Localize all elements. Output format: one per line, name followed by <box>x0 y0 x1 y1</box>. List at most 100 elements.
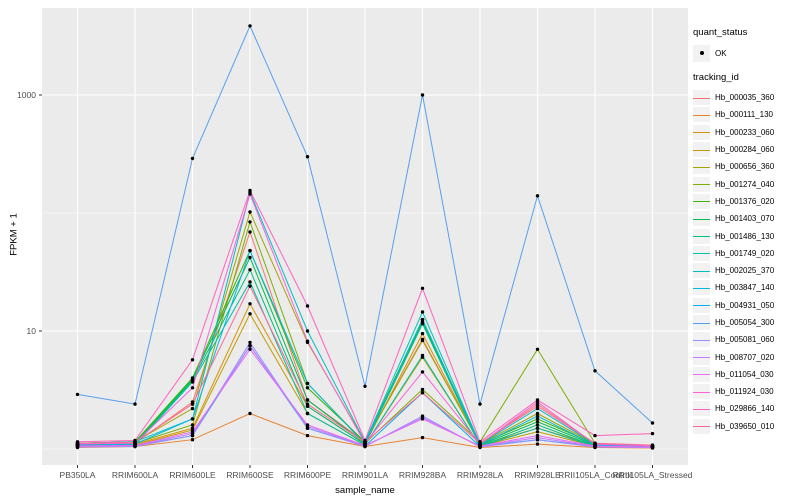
data-point <box>650 431 655 436</box>
line-swatch-icon <box>693 270 710 272</box>
legend-item-Hb_011054_030: Hb_011054_030 <box>693 366 799 383</box>
line-swatch-icon <box>693 253 710 255</box>
legend-key-box <box>693 90 710 106</box>
legend-key-box <box>693 44 710 62</box>
legend-key-box <box>693 349 710 365</box>
x-tick-label: RRIM600LA <box>112 470 159 480</box>
data-point <box>535 411 540 416</box>
legend-key-box <box>693 245 710 261</box>
legend-key-box <box>693 297 710 313</box>
data-point <box>305 381 310 386</box>
data-point <box>535 423 540 427</box>
line-swatch-icon <box>693 339 710 341</box>
data-point <box>248 230 252 234</box>
data-point <box>305 329 310 333</box>
data-point <box>248 340 252 345</box>
data-point <box>363 384 367 388</box>
data-point <box>593 433 597 438</box>
legend-key-box <box>693 366 710 382</box>
legend-item-Hb_039650_010: Hb_039650_010 <box>693 418 799 435</box>
data-point <box>248 188 252 193</box>
data-point <box>248 347 252 351</box>
data-point <box>478 441 482 445</box>
legend-item-Hb_000111_130: Hb_000111_130 <box>693 106 799 123</box>
data-point <box>248 24 252 28</box>
data-point <box>420 417 425 421</box>
data-point <box>420 387 425 392</box>
data-point <box>190 402 195 406</box>
data-point <box>190 438 195 442</box>
line-swatch-icon <box>693 236 710 238</box>
line-swatch-icon <box>693 114 710 116</box>
data-point <box>305 386 310 390</box>
legend-key-box <box>693 159 710 175</box>
legend: quant_status OK tracking_id Hb_000035_36… <box>693 27 799 435</box>
line-swatch-icon <box>693 132 710 134</box>
data-point <box>535 347 540 351</box>
data-point <box>133 440 137 444</box>
data-point <box>535 404 540 408</box>
y-tick-label: 1000 <box>17 90 36 100</box>
line-swatch-icon <box>693 149 710 151</box>
line-swatch-icon <box>693 426 710 428</box>
legend-item-Hb_001274_040: Hb_001274_040 <box>693 175 799 192</box>
legend-item-Hb_029866_140: Hb_029866_140 <box>693 400 799 417</box>
data-point <box>420 370 425 374</box>
line-swatch-icon <box>693 374 710 376</box>
x-tick-label: RRIM600PE <box>284 470 332 480</box>
line-swatch-icon <box>693 166 710 168</box>
legend-item-Hb_001403_070: Hb_001403_070 <box>693 210 799 227</box>
legend-item-Hb_005081_060: Hb_005081_060 <box>693 331 799 348</box>
legend-key-box <box>693 315 710 330</box>
legend-item-label: Hb_001403_070 <box>715 214 775 224</box>
line-swatch-icon <box>693 357 710 359</box>
y-axis-title: FPKM + 1 <box>8 213 20 256</box>
data-point <box>420 322 425 326</box>
point-marker-icon <box>699 51 704 55</box>
legend-item-Hb_000656_360: Hb_000656_360 <box>693 158 799 175</box>
data-point <box>248 220 252 224</box>
legend-item-label: Hb_004931_050 <box>715 300 775 310</box>
data-point <box>420 331 425 336</box>
legend-item-Hb_000284_060: Hb_000284_060 <box>693 141 799 158</box>
legend-key-box <box>693 401 710 417</box>
line-swatch-icon <box>693 408 710 410</box>
x-tick-label: RRIM600SE <box>226 470 274 480</box>
legend-item-label: Hb_000233_060 <box>715 127 775 137</box>
legend-item-Hb_000035_360: Hb_000035_360 <box>693 89 799 106</box>
data-point <box>190 358 195 362</box>
line-swatch-icon <box>693 305 710 307</box>
data-point <box>248 302 252 306</box>
line-swatch-icon <box>693 97 710 99</box>
data-point <box>650 443 655 447</box>
legend-key-box <box>693 384 710 400</box>
data-point <box>535 414 540 418</box>
legend-key-box <box>693 332 710 348</box>
data-point <box>535 194 540 198</box>
line-swatch-icon <box>693 184 710 186</box>
data-point <box>420 353 425 358</box>
data-point <box>190 380 195 384</box>
legend-item-label: Hb_000111_130 <box>715 110 773 120</box>
data-point <box>248 268 252 272</box>
data-point <box>478 402 482 406</box>
legend-item-Hb_000233_060: Hb_000233_060 <box>693 124 799 141</box>
legend-item-label: Hb_000656_360 <box>715 162 775 172</box>
y-tick-label: 10 <box>27 326 37 336</box>
legend-item-label: Hb_001749_020 <box>715 248 775 258</box>
data-point <box>535 433 540 438</box>
data-point <box>190 430 195 434</box>
legend-item-label: Hb_001274_040 <box>715 179 775 189</box>
x-axis-title: sample_name <box>335 485 395 496</box>
x-tick-label: RRIM928BA <box>399 470 447 480</box>
data-point <box>535 426 540 430</box>
data-point <box>420 317 425 322</box>
data-point <box>248 210 252 214</box>
legend-item-label: Hb_039650_010 <box>715 421 775 431</box>
legend-item-label: Hb_029866_140 <box>715 404 775 414</box>
data-point <box>248 284 252 288</box>
data-point <box>305 433 310 438</box>
legend-item-label: Hb_000284_060 <box>715 145 775 155</box>
